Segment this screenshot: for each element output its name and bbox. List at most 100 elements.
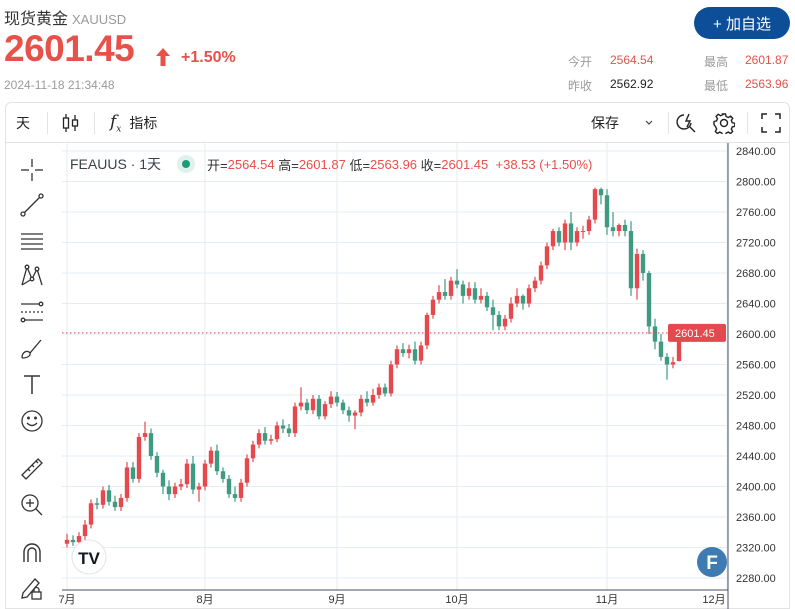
interval-button[interactable]: 天 [16,115,30,131]
candle-down [346,410,352,416]
candle-up [406,349,412,354]
candle-up [88,503,94,525]
candle-down [628,231,634,289]
candle-up [466,288,472,296]
low-label: 最低 [704,79,729,93]
candle-up [124,467,130,498]
magnet-icon[interactable] [19,540,45,566]
candle-up [388,364,394,394]
chart-legend: FEAUUS · 1天 开= 2564.54 高= 2601.87 低= 2563.9… [70,154,592,174]
candle-down [400,349,406,354]
trend-line-icon[interactable] [19,192,45,218]
settings-gear-icon[interactable] [713,112,735,134]
lock-draw-icon[interactable] [19,575,45,601]
chevron-down-icon[interactable] [644,118,654,128]
high-label: 最高 [704,55,729,69]
change-percent: +1.50% [181,49,236,66]
price-tick-label: 2840.00 [736,146,776,158]
candle-up [322,404,328,417]
brush-icon[interactable] [19,336,45,362]
candle-up [574,231,580,243]
indicators-button[interactable]: fx 指标 [110,103,157,143]
instrument-name: 现货黄金 [4,11,69,28]
price-tick-label: 2680.00 [736,268,776,280]
high-value: 2601.87 [745,53,789,67]
candle-up [616,224,622,232]
month-label: 10月 [445,594,468,606]
text-icon[interactable] [19,372,45,398]
candle-down [568,223,574,243]
candle-up [202,463,208,487]
arrow-up-icon [156,48,170,66]
candle-up [274,425,280,440]
add-watchlist-button[interactable]: + 加自选 [694,7,790,39]
save-button[interactable]: 保存 [591,115,619,131]
candle-up [292,406,298,434]
candle-down [652,326,658,342]
price-tick-label: 2800.00 [736,177,776,189]
candle-up [178,484,184,487]
candle-up [172,486,178,495]
quick-search-icon[interactable] [676,112,698,134]
candle-up [508,303,514,319]
status-dot-icon [177,155,196,173]
candle-down [412,349,418,361]
legend-open: 2564.54 [227,156,275,172]
candle-down [520,295,526,304]
price-tick-label: 2360.00 [736,512,776,524]
candle-down [106,490,112,502]
candle-up [580,231,586,233]
price-tick-label: 2520.00 [736,390,776,402]
zoom-in-icon[interactable] [19,492,45,518]
svg-text:TV: TV [78,549,100,568]
last-price-label: 2601.45 [675,328,715,340]
candle-up [550,231,556,247]
price-tick-label: 2480.00 [736,421,776,433]
candle-up [244,458,250,483]
legend-low-label: 低= [349,157,371,173]
horizontal-lines-icon[interactable] [19,228,45,254]
open-value: 2564.54 [610,53,654,67]
candle-down [472,288,478,300]
candle-down [94,503,100,505]
candle-down [364,398,370,403]
candle-down [490,307,496,315]
candle-down [262,433,268,441]
symbol-code: XAUUSD [72,12,127,27]
candle-up [196,486,202,490]
candle-down [640,253,646,273]
candle-type-icon[interactable] [62,113,80,133]
candle-up [436,292,442,300]
candle-down [160,472,166,487]
pattern-icon[interactable] [19,263,45,289]
candle-down [220,471,226,479]
fib-icon[interactable] [19,299,45,325]
candle-down [610,227,616,232]
legend-close-label: 收= [420,157,442,173]
drawing-toolbar [5,143,57,609]
price-tick-label: 2280.00 [736,573,776,585]
candle-down [454,280,460,285]
candle-down [214,450,220,472]
crosshair-icon[interactable] [19,157,45,183]
price-tick-label: 2560.00 [736,360,776,372]
candle-up [64,539,70,544]
month-label: 8月 [196,594,213,606]
candle-up [208,450,214,464]
candle-up [142,433,148,437]
candle-down [598,189,604,196]
fullscreen-icon[interactable] [761,113,781,133]
legend-symbol: FEAUUS · 1天 [70,156,162,172]
candle-up [424,314,430,346]
ruler-icon[interactable] [19,456,45,482]
legend-high: 2601.87 [298,156,346,172]
candle-up [268,439,274,441]
candle-up [298,402,304,407]
legend-close: 2601.45 [441,156,489,172]
emoji-icon[interactable] [19,408,45,434]
candle-down [382,387,388,394]
candle-up [238,482,244,498]
candle-down [166,486,172,495]
candle-up [532,280,538,289]
